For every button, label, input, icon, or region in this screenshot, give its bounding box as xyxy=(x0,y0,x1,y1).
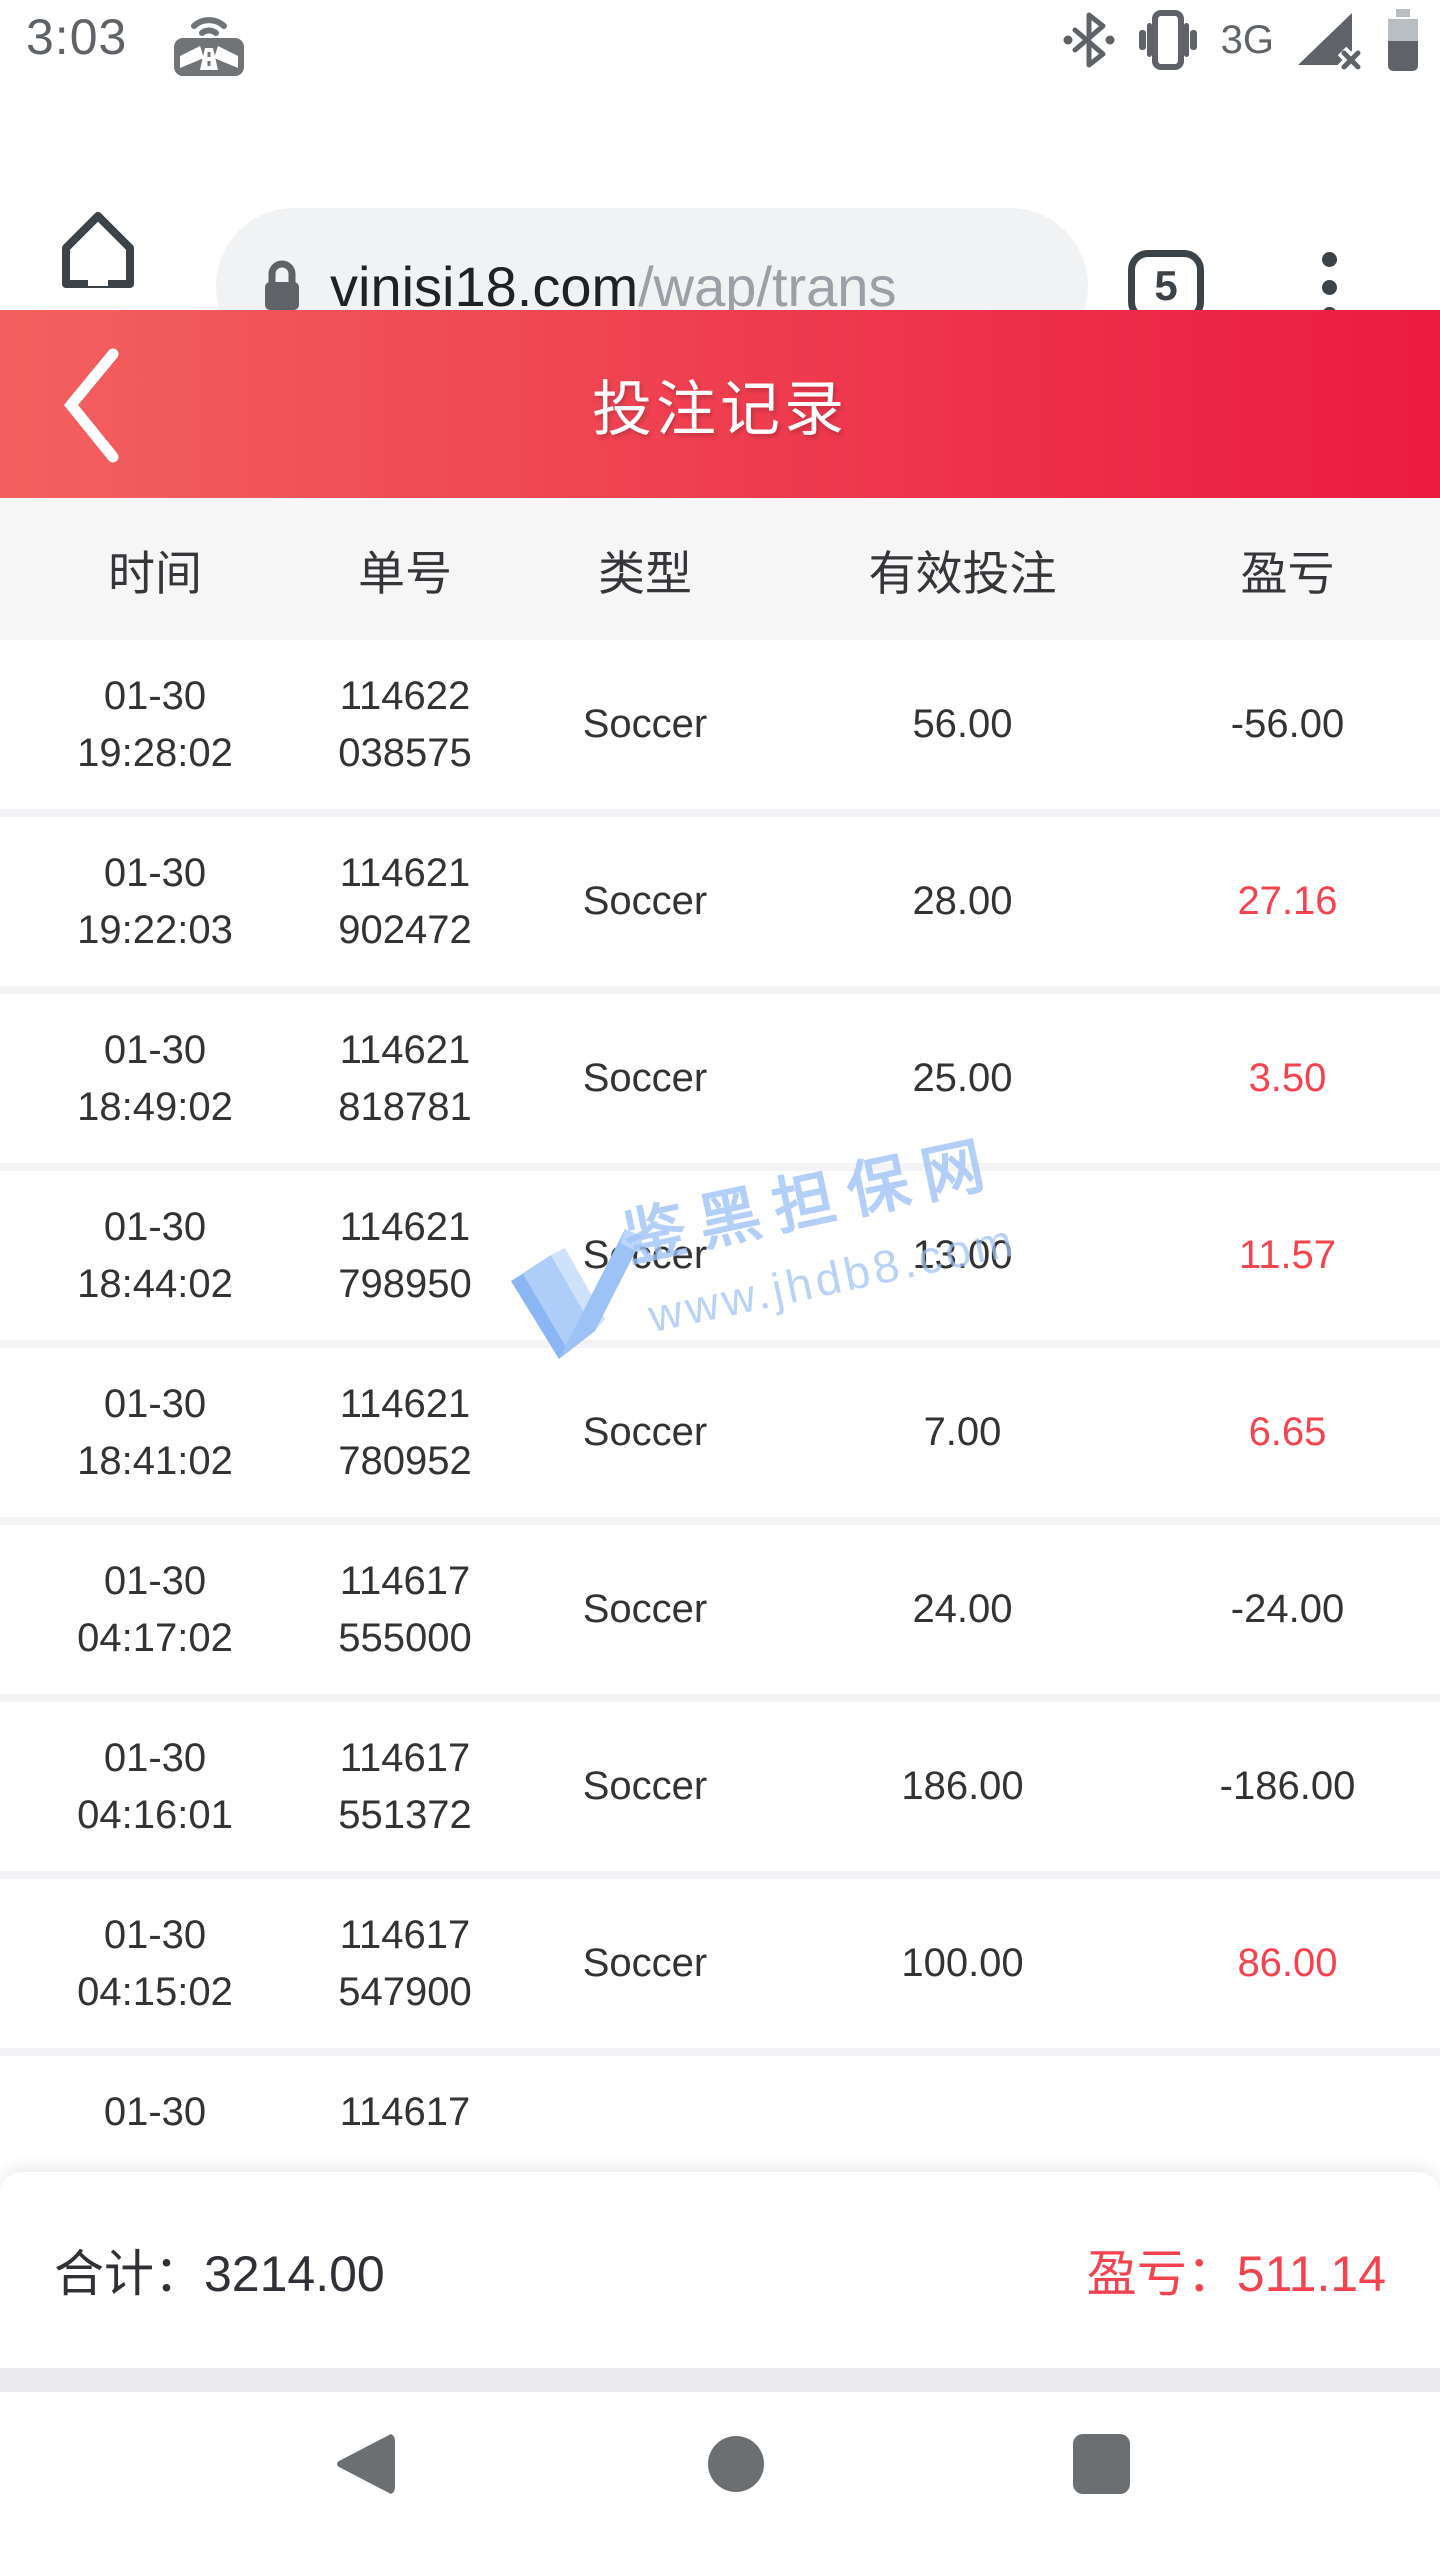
cell-order: 114617 547900 xyxy=(338,1912,472,2014)
table-row-partial: 01-30 114617 xyxy=(0,2056,1440,2172)
cell-time: 01-30 19:22:03 xyxy=(77,850,233,952)
column-header-profit-loss: 盈亏 xyxy=(1240,546,1335,600)
cell-time: 01-30 18:49:02 xyxy=(77,1027,233,1129)
table-row: 01-30 04:16:01 114617 551372 Soccer 186.00… xyxy=(0,1702,1440,1879)
table-row: 01-30 18:49:02 114621 818781 Soccer 25.00 … xyxy=(0,994,1440,1171)
cell-type: Soccer xyxy=(582,879,708,923)
page-title: 投注记录 xyxy=(592,375,848,443)
table-row: 01-30 18:41:02 114621 780952 Soccer 7.00 6… xyxy=(0,1348,1440,1525)
cell-valid-bet: 24.00 xyxy=(912,1587,1013,1631)
cell-time: 01-30 18:41:02 xyxy=(77,1381,233,1483)
cell-type: Soccer xyxy=(582,702,708,746)
vibrate-icon xyxy=(1138,10,1197,70)
driving-mode-notification-icon xyxy=(174,17,244,76)
cell-order: 114621 780952 xyxy=(338,1381,472,1483)
table-row: 01-30 19:28:02 114622 038575 Soccer 56.00 … xyxy=(0,640,1440,817)
home-button[interactable] xyxy=(52,202,144,294)
nav-home-icon[interactable] xyxy=(708,2436,764,2492)
profit-label: 盈亏： xyxy=(1086,2246,1237,2302)
page-header: 投注记录 xyxy=(0,310,1440,498)
cell-type: Soccer xyxy=(582,1587,708,1631)
menu-dot xyxy=(1321,279,1337,295)
cell-type: Soccer xyxy=(582,1233,708,1277)
url-domain: vinisi18.com xyxy=(330,254,639,318)
total-label: 合计： xyxy=(54,2246,204,2302)
cell-profit-loss: -56.00 xyxy=(1230,702,1345,746)
url-path: /wap/trans xyxy=(638,254,897,318)
android-nav-bar xyxy=(0,2392,1440,2560)
cell-profit-loss: 27.16 xyxy=(1237,879,1338,923)
cell-profit-loss: 6.65 xyxy=(1248,1410,1327,1454)
profit-value: 511.14 xyxy=(1236,2246,1386,2302)
cell-type: Soccer xyxy=(582,1941,708,1985)
column-header-time: 时间 xyxy=(108,546,202,600)
total-summary: 合计：3214.00 xyxy=(54,2234,385,2306)
profit-loss-summary: 盈亏：511.14 xyxy=(1087,2234,1386,2306)
table-row: 01-30 04:15:02 114617 547900 Soccer 100.00… xyxy=(0,1879,1440,2056)
cell-time: 01-30 04:17:02 xyxy=(77,1558,233,1660)
cell-type: Soccer xyxy=(582,1056,708,1100)
summary-bar: 合计：3214.00 盈亏：511.14 xyxy=(0,2172,1440,2368)
column-header-order: 单号 xyxy=(358,546,452,600)
network-type-label: 3G xyxy=(1220,17,1274,62)
cell-time: 01-30 04:15:02 xyxy=(77,1912,233,2014)
bluetooth-icon xyxy=(1063,12,1115,68)
tab-count: 5 xyxy=(1154,262,1178,309)
signal-no-connection-icon xyxy=(1298,13,1365,71)
cell-profit-loss: 11.57 xyxy=(1238,1233,1337,1277)
column-header-type: 类型 xyxy=(598,546,692,600)
total-value: 3214.00 xyxy=(204,2246,385,2302)
cell-valid-bet: 25.00 xyxy=(912,1056,1013,1100)
table-header-row: 时间 单号 类型 有效投注 盈亏 xyxy=(0,498,1440,640)
cell-valid-bet: 186.00 xyxy=(901,1764,1024,1808)
cell-valid-bet: 56.00 xyxy=(912,702,1013,746)
cell-order: 114621 798950 xyxy=(338,1204,472,1306)
cell-order: 114617 xyxy=(339,2089,471,2134)
cell-valid-bet: 7.00 xyxy=(923,1410,1002,1454)
footer-divider xyxy=(0,2368,1440,2392)
cell-profit-loss: 86.00 xyxy=(1237,1941,1338,1985)
back-icon[interactable] xyxy=(55,348,125,463)
cell-order: 114621 818781 xyxy=(338,1027,472,1129)
cell-profit-loss: -24.00 xyxy=(1230,1587,1345,1631)
cell-time: 01-30 19:28:02 xyxy=(77,673,233,775)
nav-back-icon[interactable] xyxy=(333,2432,395,2496)
cell-order: 114621 902472 xyxy=(338,850,472,952)
cell-order: 114617 551372 xyxy=(338,1735,472,1837)
cell-order: 114622 038575 xyxy=(338,673,472,775)
cell-valid-bet: 100.00 xyxy=(901,1941,1024,1985)
bet-table-body[interactable]: 01-30 19:28:02 114622 038575 Soccer 56.00 … xyxy=(0,640,1440,2172)
cell-profit-loss: 3.50 xyxy=(1248,1056,1327,1100)
cell-time: 01-30 xyxy=(103,2089,207,2134)
browser-toolbar: vinisi18.com/wap/trans 5 xyxy=(0,80,1440,364)
status-time: 3:03 xyxy=(26,9,128,65)
status-bar: 3:03 3G xyxy=(0,0,1440,80)
cell-time: 01-30 04:16:01 xyxy=(77,1735,233,1837)
cell-valid-bet: 28.00 xyxy=(912,879,1013,923)
cell-time: 01-30 18:44:02 xyxy=(77,1204,233,1306)
nav-recents-icon[interactable] xyxy=(1073,2434,1130,2494)
cell-type: Soccer xyxy=(582,1410,708,1454)
cell-profit-loss: -186.00 xyxy=(1219,1764,1356,1808)
cell-valid-bet: 13.00 xyxy=(912,1233,1013,1277)
cell-type: Soccer xyxy=(582,1764,708,1808)
battery-icon xyxy=(1388,9,1418,71)
url-text[interactable]: vinisi18.com/wap/trans xyxy=(330,254,896,319)
lock-icon[interactable] xyxy=(260,260,304,312)
table-row: 01-30 18:44:02 114621 798950 Soccer 13.00 … xyxy=(0,1171,1440,1348)
menu-dot xyxy=(1321,252,1337,267)
cell-order: 114617 555000 xyxy=(338,1558,472,1660)
column-header-valid-bet: 有效投注 xyxy=(868,546,1057,600)
table-row: 01-30 04:17:02 114617 555000 Soccer 24.00 … xyxy=(0,1525,1440,1702)
table-row: 01-30 19:22:03 114621 902472 Soccer 28.00 … xyxy=(0,817,1440,994)
